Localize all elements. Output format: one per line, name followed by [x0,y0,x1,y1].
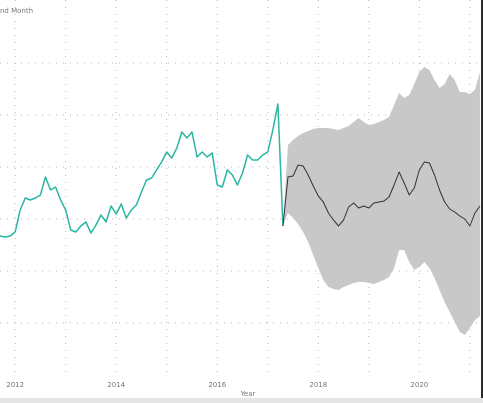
x-axis-title: Year [240,390,256,398]
x-tick-label: 2020 [410,381,428,389]
chart-title: nd Month [0,7,33,15]
x-tick-label: 2016 [208,381,226,389]
x-tick-label: 2012 [6,381,24,389]
scrollbar [0,398,483,403]
actual-line [0,103,284,238]
x-tick-label: 2014 [107,381,125,389]
panel-edge [481,0,483,398]
x-tick-label: 2018 [309,381,327,389]
forecast-line [282,161,481,227]
plot-area [0,67,481,335]
